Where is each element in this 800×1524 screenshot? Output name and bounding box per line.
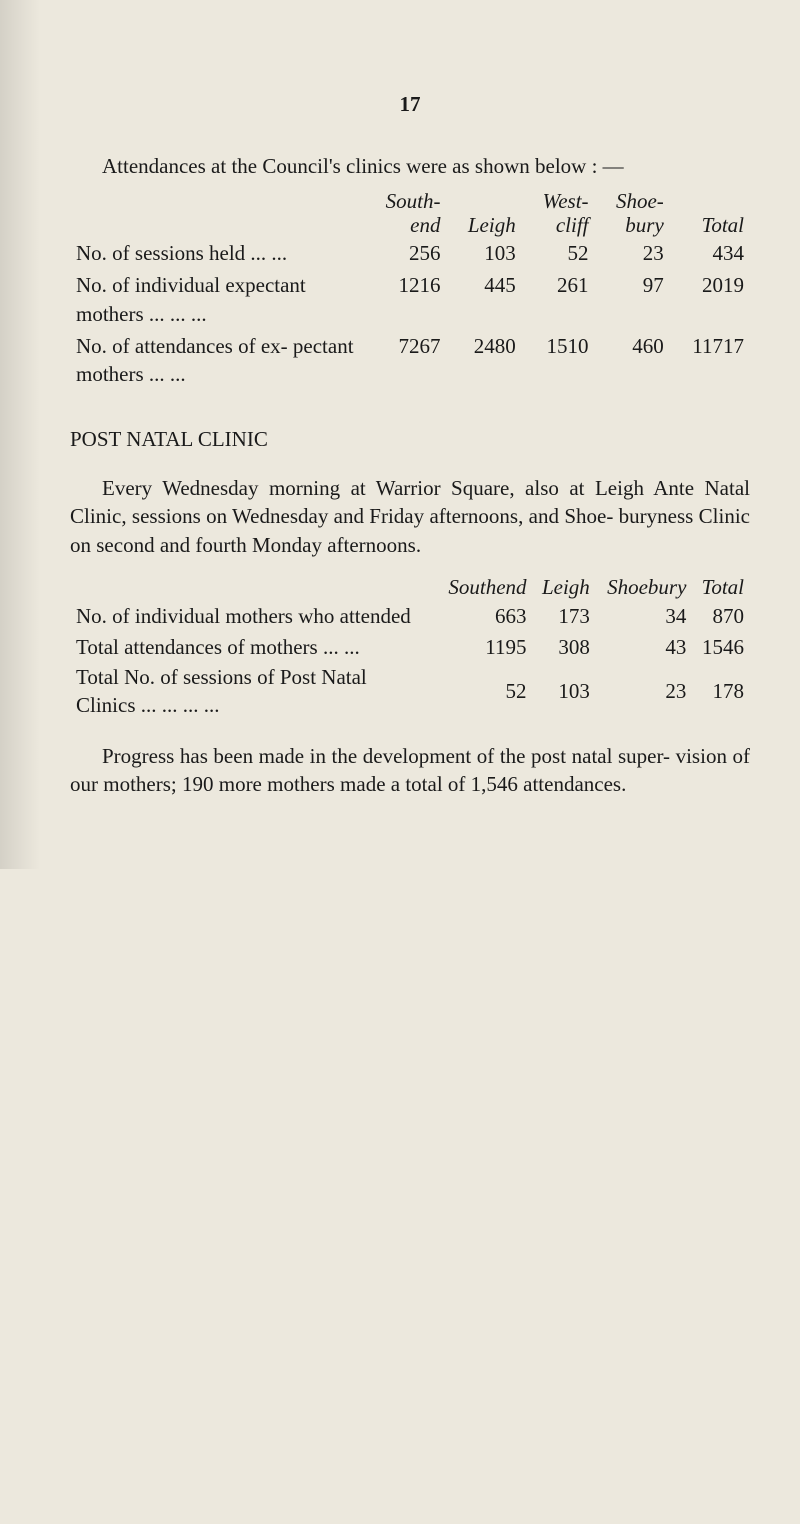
cell: 261 <box>522 269 595 330</box>
col-header: Leigh <box>446 189 521 237</box>
cell: 434 <box>670 237 750 269</box>
col-header: Total <box>692 573 750 601</box>
cell: 97 <box>595 269 670 330</box>
cell: 178 <box>692 662 750 721</box>
row-label: Total No. of sessions of Post Natal Clin… <box>70 662 437 721</box>
page: 17 Attendances at the Council's clinics … <box>0 0 800 869</box>
cell: 11717 <box>670 330 750 391</box>
cell: 23 <box>596 662 693 721</box>
section-heading: POST NATAL CLINIC <box>70 425 750 453</box>
cell: 460 <box>595 330 670 391</box>
row-label: No. of sessions held ... ... <box>70 237 362 269</box>
cell: 52 <box>522 237 595 269</box>
table-header-row: South- end Leigh West- cliff Shoe- bury … <box>70 189 750 237</box>
table-row: No. of individual expectant mothers ... … <box>70 269 750 330</box>
cell: 2019 <box>670 269 750 330</box>
table-row: No. of individual mothers who attended 6… <box>70 601 750 631</box>
cell: 103 <box>533 662 596 721</box>
post-natal-table: Southend Leigh Shoebury Total No. of ind… <box>70 573 750 721</box>
row-label: Total attendances of mothers ... ... <box>70 632 437 662</box>
row-label: No. of individual mothers who attended <box>70 601 437 631</box>
col-header: Shoebury <box>596 573 693 601</box>
cell: 308 <box>533 632 596 662</box>
cell: 1216 <box>362 269 446 330</box>
row-label: No. of individual expectant mothers ... … <box>70 269 362 330</box>
cell: 34 <box>596 601 693 631</box>
col-header: Total <box>670 189 750 237</box>
cell: 43 <box>596 632 693 662</box>
table-header-row: Southend Leigh Shoebury Total <box>70 573 750 601</box>
table-row: Total attendances of mothers ... ... 119… <box>70 632 750 662</box>
cell: 1546 <box>692 632 750 662</box>
cell: 663 <box>437 601 532 631</box>
page-number: 17 <box>70 90 750 118</box>
cell: 52 <box>437 662 532 721</box>
cell: 870 <box>692 601 750 631</box>
col-header: Leigh <box>533 573 596 601</box>
col-header: Southend <box>437 573 532 601</box>
section-body: Every Wednesday morning at Warrior Squar… <box>70 474 750 559</box>
table-row: Total No. of sessions of Post Natal Clin… <box>70 662 750 721</box>
table-row: No. of sessions held ... ... 256 103 52 … <box>70 237 750 269</box>
cell: 23 <box>595 237 670 269</box>
col-header: South- end <box>362 189 446 237</box>
cell: 7267 <box>362 330 446 391</box>
cell: 103 <box>446 237 521 269</box>
intro-paragraph: Attendances at the Council's clinics wer… <box>70 152 750 180</box>
cell: 173 <box>533 601 596 631</box>
closing-paragraph: Progress has been made in the developmen… <box>70 742 750 799</box>
attendances-table: South- end Leigh West- cliff Shoe- bury … <box>70 189 750 391</box>
col-header: West- cliff <box>522 189 595 237</box>
cell: 256 <box>362 237 446 269</box>
cell: 445 <box>446 269 521 330</box>
row-label: No. of attendances of ex- pectant mother… <box>70 330 362 391</box>
cell: 2480 <box>446 330 521 391</box>
cell: 1510 <box>522 330 595 391</box>
table-row: No. of attendances of ex- pectant mother… <box>70 330 750 391</box>
col-header: Shoe- bury <box>595 189 670 237</box>
cell: 1195 <box>437 632 532 662</box>
